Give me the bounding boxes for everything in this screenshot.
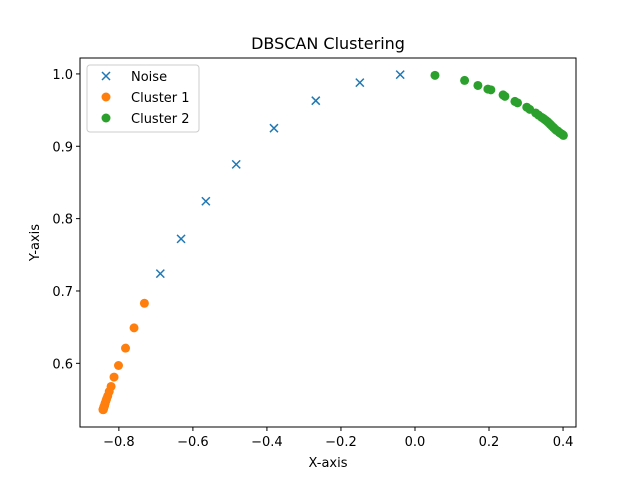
x-tick-label: −0.8	[103, 435, 135, 450]
chart-title: DBSCAN Clustering	[251, 34, 405, 53]
x-tick-label: 0.2	[479, 435, 500, 450]
cluster-point	[513, 98, 523, 108]
y-axis-label: Y-axis	[28, 224, 43, 262]
legend-label: Noise	[131, 70, 167, 85]
cluster-point	[430, 70, 440, 80]
noise-point	[269, 123, 279, 133]
legend-box	[86, 64, 200, 133]
legend-marker	[101, 113, 111, 123]
axis-ticks: −0.8 −0.6 −0.4 −0.2 0.0 0.2 0.4 0.6 0.7 0.8 0.9 1.0	[52, 68, 573, 450]
x-axis-label: X-axis	[309, 456, 348, 471]
cluster-point	[558, 130, 568, 140]
series-1	[98, 298, 149, 415]
series-2	[430, 70, 568, 140]
cluster-point	[139, 298, 149, 308]
noise-point	[155, 269, 165, 279]
y-tick-label: 0.6	[52, 357, 73, 372]
noise-point	[201, 196, 211, 206]
x-tick-label: 0.4	[553, 435, 574, 450]
x-tick-label: −0.6	[177, 435, 209, 450]
cluster-point	[98, 405, 108, 415]
cluster-point	[473, 80, 483, 90]
x-tick-label: −0.4	[251, 435, 283, 450]
data-points	[98, 70, 568, 415]
y-tick-label: 0.9	[52, 140, 73, 155]
legend-marker	[101, 92, 111, 102]
legend-label: Cluster 1	[131, 91, 190, 106]
noise-point	[355, 78, 365, 88]
y-tick-label: 0.8	[52, 213, 73, 228]
y-tick-label: 0.7	[52, 285, 73, 300]
cluster-point	[486, 85, 496, 95]
y-tick-label: 1.0	[52, 68, 73, 83]
noise-point	[311, 96, 321, 106]
noise-point	[395, 70, 405, 80]
legend-marker	[101, 71, 111, 81]
cluster-point	[109, 372, 119, 382]
cluster-point	[121, 343, 131, 353]
noise-point	[176, 234, 186, 244]
plot-frame	[79, 57, 577, 428]
x-tick-label: −0.2	[325, 435, 357, 450]
cluster-point	[500, 91, 510, 101]
cluster-point	[129, 323, 139, 333]
series-0	[155, 70, 405, 279]
legend-label: Cluster 2	[131, 112, 190, 127]
x-tick-label: 0.0	[405, 435, 426, 450]
cluster-point	[460, 75, 470, 85]
cluster-point	[113, 361, 123, 370]
noise-point	[231, 159, 241, 169]
legend: Noise Cluster 1 Cluster 2	[86, 64, 200, 133]
